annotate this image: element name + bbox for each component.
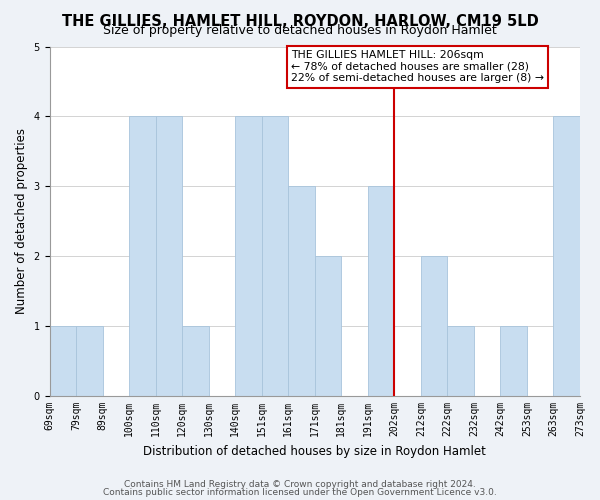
Text: Contains public sector information licensed under the Open Government Licence v3: Contains public sector information licen… bbox=[103, 488, 497, 497]
Bar bbox=[421, 256, 448, 396]
Bar bbox=[448, 326, 474, 396]
Bar bbox=[288, 186, 315, 396]
Bar bbox=[315, 256, 341, 396]
Text: Contains HM Land Registry data © Crown copyright and database right 2024.: Contains HM Land Registry data © Crown c… bbox=[124, 480, 476, 489]
Bar bbox=[155, 116, 182, 396]
Bar bbox=[262, 116, 288, 396]
Text: THE GILLIES HAMLET HILL: 206sqm
← 78% of detached houses are smaller (28)
22% of: THE GILLIES HAMLET HILL: 206sqm ← 78% of… bbox=[291, 50, 544, 83]
Text: Size of property relative to detached houses in Roydon Hamlet: Size of property relative to detached ho… bbox=[103, 24, 497, 37]
Bar bbox=[553, 116, 580, 396]
Bar bbox=[76, 326, 103, 396]
X-axis label: Distribution of detached houses by size in Roydon Hamlet: Distribution of detached houses by size … bbox=[143, 444, 486, 458]
Y-axis label: Number of detached properties: Number of detached properties bbox=[15, 128, 28, 314]
Bar bbox=[500, 326, 527, 396]
Bar bbox=[368, 186, 394, 396]
Text: THE GILLIES, HAMLET HILL, ROYDON, HARLOW, CM19 5LD: THE GILLIES, HAMLET HILL, ROYDON, HARLOW… bbox=[62, 14, 538, 29]
Bar bbox=[235, 116, 262, 396]
Bar bbox=[129, 116, 155, 396]
Bar bbox=[50, 326, 76, 396]
Bar bbox=[182, 326, 209, 396]
